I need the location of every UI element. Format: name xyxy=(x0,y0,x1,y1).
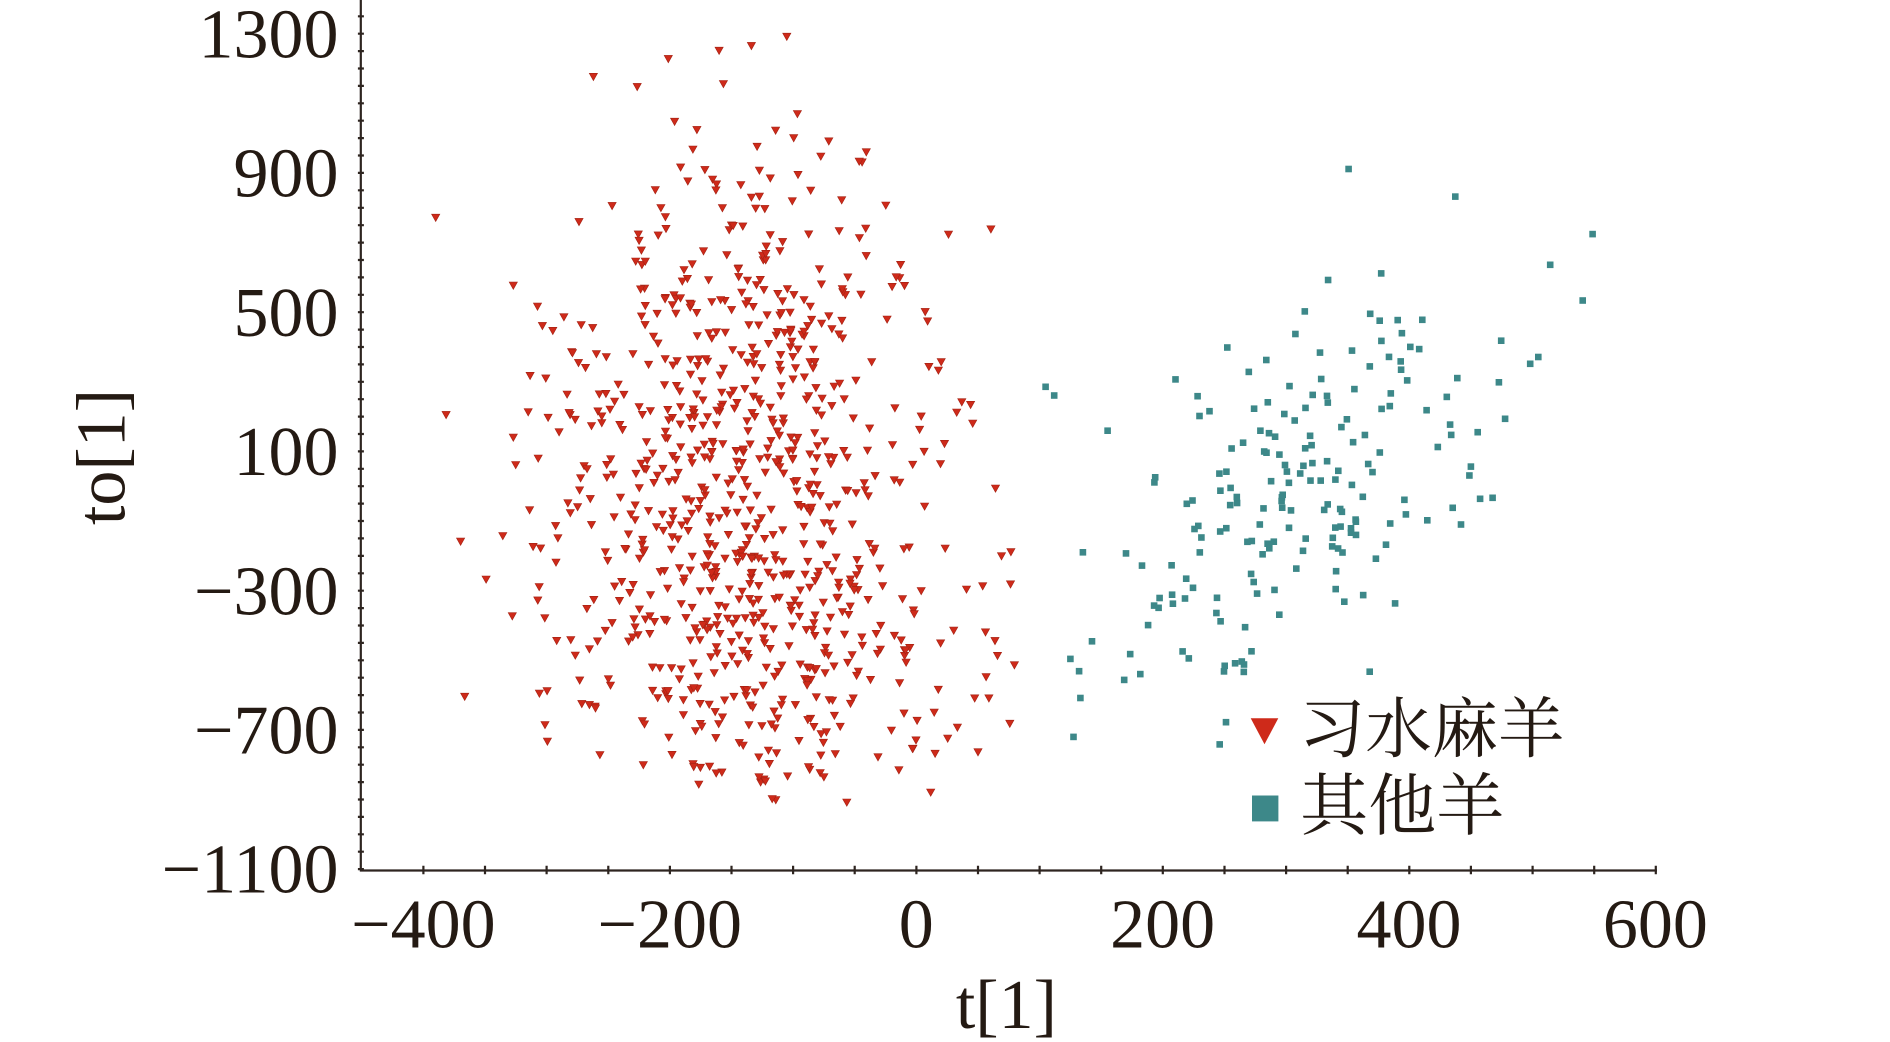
svg-text:to[1]: to[1] xyxy=(64,389,141,525)
svg-text:−700: −700 xyxy=(194,693,338,770)
svg-text:100: 100 xyxy=(234,414,339,491)
svg-text:1300: 1300 xyxy=(199,0,339,74)
svg-text:200: 200 xyxy=(1110,887,1215,964)
svg-text:0: 0 xyxy=(899,887,934,964)
svg-text:600: 600 xyxy=(1603,887,1708,964)
svg-text:−1100: −1100 xyxy=(162,832,339,909)
svg-text:−400: −400 xyxy=(351,887,495,964)
svg-text:−200: −200 xyxy=(598,887,742,964)
svg-text:400: 400 xyxy=(1357,887,1462,964)
svg-text:900: 900 xyxy=(234,136,339,213)
svg-text:t[1]: t[1] xyxy=(956,967,1057,1042)
svg-text:500: 500 xyxy=(234,275,339,352)
svg-text:−300: −300 xyxy=(194,553,338,630)
